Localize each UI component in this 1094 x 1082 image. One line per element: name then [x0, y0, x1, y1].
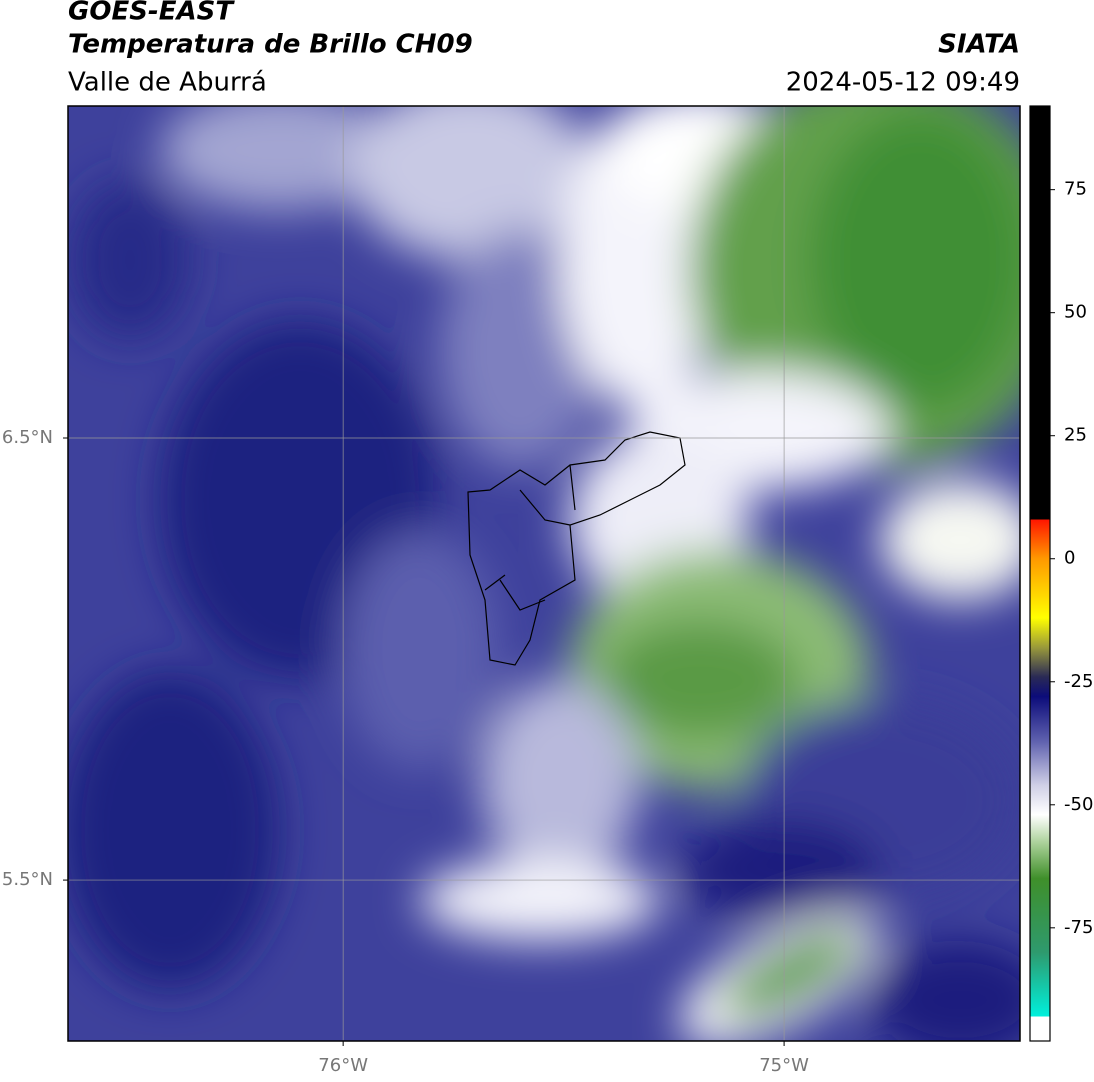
source: SIATA [938, 30, 1020, 60]
y-tick-label: 5.5°N [2, 869, 53, 890]
title: GOES-EAST [68, 0, 235, 27]
map-field [68, 106, 1020, 1041]
colorbar-tick-label: 50 [1064, 302, 1087, 323]
region: Valle de Aburrá [68, 68, 267, 98]
x-tick-label: 75°W [759, 1055, 809, 1076]
colorbar-tick-label: 0 [1064, 548, 1075, 569]
colorbar-frame [1029, 105, 1051, 1042]
colorbar-tick-label: 25 [1064, 425, 1087, 446]
colorbar-tick-label: -50 [1064, 794, 1093, 815]
datetime: 2024-05-12 09:49 [786, 68, 1020, 98]
colorbar-tick-label: 75 [1064, 179, 1087, 200]
x-tick-label: 76°W [318, 1055, 368, 1076]
subtitle: Temperatura de Brillo CH09 [68, 30, 473, 60]
municipality-boundaries [467, 431, 686, 666]
colorbar-tick-label: -75 [1064, 917, 1093, 938]
y-tick-label: 6.5°N [2, 427, 53, 448]
colorbar-tick-label: -25 [1064, 671, 1093, 692]
map-frame [67, 105, 1021, 1042]
colorbar [1030, 106, 1050, 1041]
